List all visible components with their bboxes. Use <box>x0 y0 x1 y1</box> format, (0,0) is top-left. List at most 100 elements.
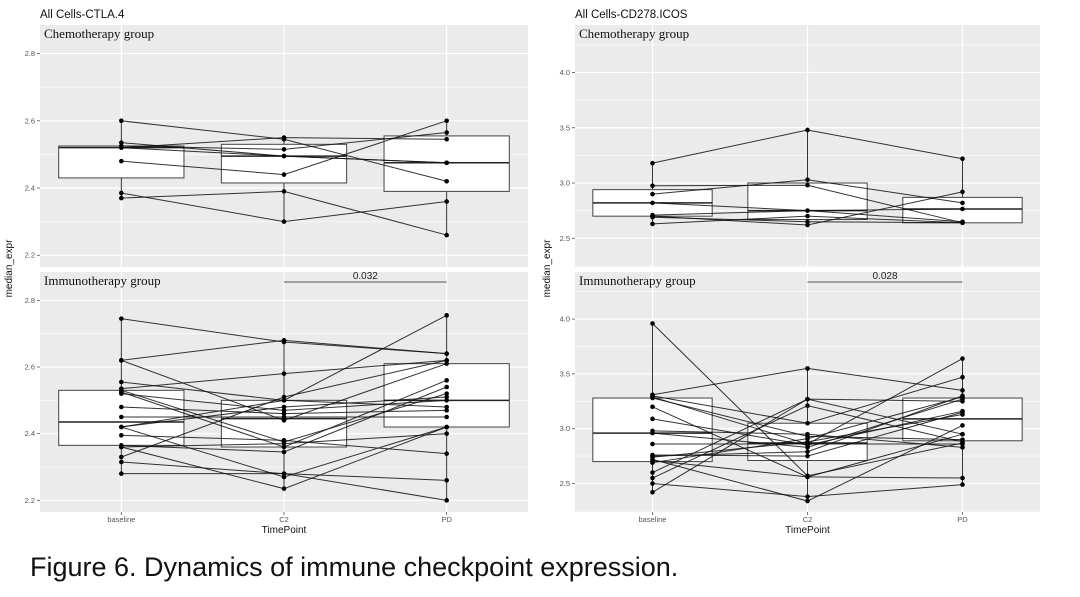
y-tick-label: 2.8 <box>25 49 35 58</box>
data-point <box>444 408 449 413</box>
data-point <box>281 153 287 159</box>
data-point <box>444 424 449 430</box>
data-point <box>281 404 287 410</box>
data-point <box>119 391 124 396</box>
chart-title: All Cells-CD278.ICOS <box>575 9 688 21</box>
data-point <box>444 414 449 420</box>
data-point <box>281 414 287 420</box>
data-point <box>281 394 287 400</box>
data-point <box>960 156 965 162</box>
data-point <box>281 172 287 177</box>
data-point <box>281 418 287 423</box>
p-value-label: 0.028 <box>872 271 897 282</box>
data-point <box>650 200 655 206</box>
data-point <box>960 388 965 393</box>
y-tick-label: 3.0 <box>560 179 570 188</box>
facet-label: Chemotherapy group <box>44 26 154 41</box>
data-point <box>444 361 449 366</box>
data-point <box>650 214 655 220</box>
data-point <box>444 378 449 383</box>
data-point <box>444 404 449 410</box>
data-point <box>805 396 810 402</box>
data-point <box>960 220 965 226</box>
facet-label: Chemotherapy group <box>579 26 689 41</box>
data-point <box>444 313 449 318</box>
data-point <box>650 430 655 436</box>
data-point <box>119 118 124 124</box>
y-tick-label: 2.6 <box>25 116 35 125</box>
data-point <box>119 414 124 420</box>
x-tick-label: C2 <box>279 515 289 524</box>
data-point <box>444 118 449 124</box>
data-point <box>444 199 449 204</box>
data-point <box>805 453 810 459</box>
data-point <box>281 441 287 446</box>
data-point <box>805 182 810 188</box>
data-point <box>960 200 965 206</box>
y-tick-label: 2.6 <box>25 363 35 372</box>
data-point <box>960 423 965 428</box>
data-point <box>650 460 655 465</box>
data-point <box>805 222 810 228</box>
figure-caption: Figure 6. Dynamics of immune checkpoint … <box>30 552 679 582</box>
data-point <box>805 449 810 455</box>
data-point <box>805 420 810 426</box>
data-point <box>444 391 449 396</box>
p-value-label: 0.032 <box>353 271 378 282</box>
data-point <box>960 189 965 195</box>
data-point <box>805 208 810 213</box>
data-point <box>444 431 449 436</box>
data-point <box>119 459 124 465</box>
x-axis-label: TimePoint <box>785 525 830 536</box>
x-axis-label: TimePoint <box>262 525 307 536</box>
data-point <box>805 474 810 480</box>
y-axis-label: median_expr <box>4 239 15 297</box>
data-point <box>444 384 449 390</box>
data-point <box>281 189 287 194</box>
data-point <box>119 195 124 201</box>
data-point <box>119 316 124 321</box>
data-point <box>805 439 810 445</box>
data-point <box>119 140 124 145</box>
y-tick-label: 4.0 <box>560 315 570 324</box>
x-tick-label: baseline <box>639 515 667 524</box>
y-tick-label: 2.2 <box>25 496 35 505</box>
x-tick-label: C2 <box>803 515 813 524</box>
data-point <box>650 221 655 227</box>
data-point <box>281 444 287 450</box>
data-point <box>119 190 124 196</box>
data-point <box>281 135 287 140</box>
data-point <box>444 160 449 166</box>
data-point <box>650 475 655 481</box>
x-tick-label: baseline <box>107 515 135 524</box>
data-point <box>650 453 655 459</box>
y-tick-label: 2.5 <box>560 479 570 488</box>
data-point <box>960 393 965 399</box>
data-point <box>805 366 810 371</box>
data-point <box>281 147 287 152</box>
data-point <box>119 424 124 430</box>
data-point <box>805 127 810 133</box>
data-point <box>650 441 655 447</box>
data-point <box>960 412 965 417</box>
data-point <box>960 399 965 404</box>
data-point <box>650 191 655 197</box>
data-point <box>960 374 965 380</box>
data-point <box>444 358 449 363</box>
data-point <box>650 160 655 166</box>
data-point <box>444 351 449 356</box>
data-point <box>281 338 287 343</box>
data-point <box>444 398 449 403</box>
data-point <box>444 394 449 400</box>
data-point <box>805 445 810 450</box>
data-point <box>444 498 449 503</box>
figure: All Cells-CTLA.4 2.2 2.4 2.6 2.8 Chemotherapy… <box>4 9 1040 536</box>
data-point <box>805 403 810 408</box>
data-point <box>650 457 655 462</box>
data-point <box>281 398 287 403</box>
data-point <box>119 404 124 410</box>
data-point <box>444 130 449 135</box>
y-tick-label: 2.4 <box>25 184 35 193</box>
data-point <box>444 136 449 142</box>
x-tick-label: PD <box>957 515 968 524</box>
